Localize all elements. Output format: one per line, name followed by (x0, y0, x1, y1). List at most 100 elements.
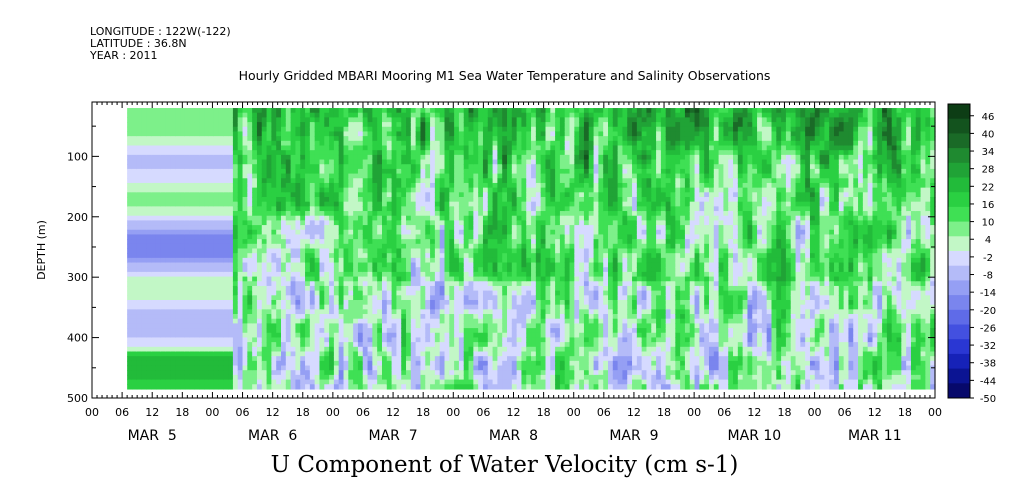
heatmap-cell (439, 328, 446, 334)
heatmap-cell (449, 379, 455, 385)
heatmap-cell (228, 117, 234, 123)
heatmap-cell (425, 295, 431, 301)
heatmap-cell (170, 248, 176, 254)
heatmap-cell (463, 150, 470, 156)
heatmap-cell (410, 206, 417, 212)
heatmap-cell (184, 192, 191, 198)
heatmap-cell (425, 136, 431, 142)
heatmap-cell (502, 211, 508, 217)
heatmap-cell (511, 211, 518, 217)
heatmap-cell (478, 225, 484, 231)
heatmap-cell (175, 248, 181, 254)
heatmap-cell (165, 201, 172, 207)
heatmap-cell (199, 164, 205, 170)
heatmap-cell (353, 365, 359, 371)
heatmap-cell (516, 351, 523, 357)
heatmap-cell (295, 309, 301, 315)
heatmap-cell (295, 187, 301, 193)
heatmap-cell (449, 239, 455, 245)
heatmap-cell (309, 253, 316, 259)
heatmap-cell (381, 360, 388, 367)
heatmap-cell (502, 295, 508, 301)
heatmap-cell (281, 211, 287, 217)
heatmap-cell (204, 211, 210, 217)
heatmap-cell (516, 117, 523, 123)
heatmap-cell (305, 299, 311, 306)
heatmap-cell (204, 360, 210, 367)
heatmap-cell (223, 365, 229, 371)
heatmap-cell (281, 271, 287, 278)
heatmap-cell (492, 346, 498, 353)
heatmap-cell (377, 356, 383, 362)
heatmap-cell (357, 220, 364, 226)
heatmap-cell (521, 332, 527, 339)
heatmap-cell (357, 140, 364, 147)
heatmap-cell (348, 206, 354, 212)
heatmap-cell (228, 164, 234, 170)
heatmap-cell (463, 243, 470, 250)
heatmap-cell (146, 164, 152, 170)
heatmap-cell (208, 117, 215, 123)
heatmap-cell (309, 201, 316, 207)
heatmap-cell (521, 276, 527, 282)
heatmap-cell (511, 328, 518, 334)
heatmap-cell (386, 360, 393, 367)
heatmap-cell (314, 323, 321, 329)
heatmap-cell (160, 295, 167, 301)
heatmap-cell (189, 229, 196, 236)
heatmap-cell (218, 346, 224, 353)
heatmap-cell (396, 117, 402, 123)
heatmap-cell (281, 159, 287, 165)
heatmap-cell (449, 323, 455, 329)
heatmap-cell (290, 140, 297, 147)
heatmap-cell (487, 229, 494, 236)
heatmap-cell (300, 145, 306, 151)
heatmap-cell (223, 206, 229, 212)
heatmap-cell (439, 332, 446, 339)
heatmap-cell (425, 150, 431, 156)
heatmap-cell (218, 192, 224, 198)
heatmap-cell (237, 346, 244, 353)
heatmap-cell (228, 154, 234, 161)
heatmap-cell (218, 360, 224, 367)
heatmap-cell (329, 248, 335, 254)
heatmap-cell (507, 323, 513, 329)
heatmap-cell (218, 304, 224, 310)
heatmap-cell (458, 262, 465, 268)
heatmap-cell (420, 314, 426, 320)
heatmap-cell (281, 182, 287, 189)
heatmap-cell (208, 220, 215, 226)
heatmap-cell (228, 332, 234, 339)
heatmap-cell (420, 220, 426, 226)
heatmap-cell (218, 253, 224, 259)
heatmap-cell (184, 257, 191, 264)
heatmap-cell (199, 173, 205, 179)
heatmap-cell (343, 337, 349, 343)
heatmap-cell (362, 234, 369, 240)
heatmap-cell (309, 281, 316, 287)
heatmap-cell (218, 337, 224, 343)
heatmap-cell (285, 220, 292, 226)
heatmap-cell (252, 220, 258, 226)
heatmap-cell (204, 225, 210, 231)
heatmap-cell (439, 225, 446, 231)
heatmap-cell (276, 271, 282, 278)
heatmap-cell (281, 351, 287, 357)
heatmap-cell (314, 168, 321, 175)
heatmap-cell (155, 257, 162, 264)
heatmap-cell (338, 136, 345, 142)
heatmap-cell (381, 365, 388, 371)
heatmap-cell (502, 122, 508, 128)
heatmap-cell (468, 356, 474, 362)
heatmap-cell (401, 122, 407, 128)
heatmap-cell (199, 365, 205, 371)
heatmap-cell (449, 309, 455, 315)
heatmap-cell (208, 145, 215, 151)
heatmap-cell (401, 318, 407, 324)
heatmap-cell (141, 360, 147, 367)
heatmap-cell (175, 243, 181, 250)
heatmap-cell (290, 234, 297, 240)
heatmap-cell (357, 253, 364, 259)
heatmap-cell (439, 304, 446, 310)
heatmap-cell (381, 182, 388, 189)
